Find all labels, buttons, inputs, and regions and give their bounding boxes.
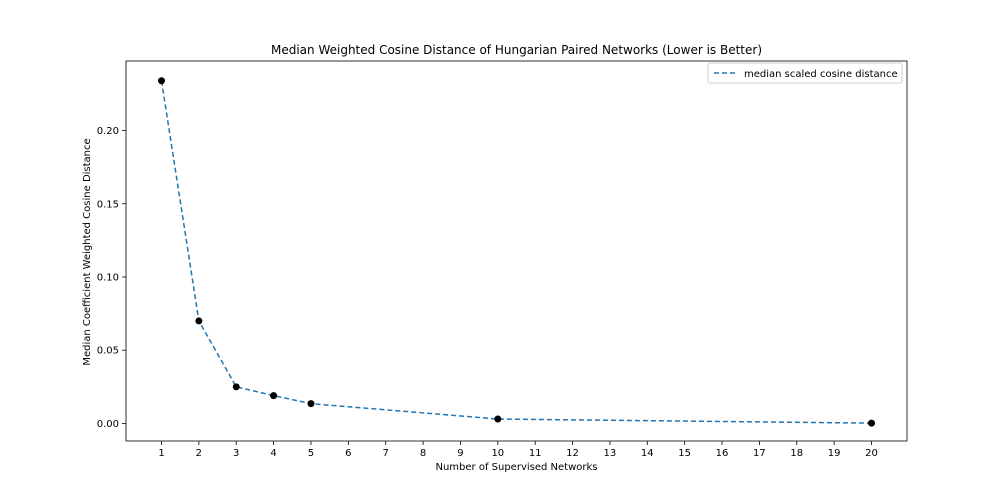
y-tick-label: 0.10 xyxy=(97,272,119,283)
series-layer xyxy=(158,77,875,427)
x-axis-ticks: 1 2 3 4 5 6 7 8 9 10 11 12 13 14 15 16 17 18 19 20 xyxy=(158,441,878,459)
legend-box xyxy=(707,62,903,84)
y-tick-label: 0.15 xyxy=(97,199,119,210)
data-point xyxy=(270,392,278,400)
axes-frame xyxy=(125,60,908,442)
x-tick-label: 14 xyxy=(641,448,654,459)
x-tick-label: 10 xyxy=(491,448,504,459)
y-tick-label: 0.20 xyxy=(97,126,119,137)
x-tick-label: 1 xyxy=(158,448,164,459)
x-tick-label: 11 xyxy=(529,448,542,459)
x-axis-label: Number of Supervised Networks xyxy=(435,462,597,473)
x-tick-label: 9 xyxy=(457,448,463,459)
data-point xyxy=(868,419,875,427)
y-axis-ticks: 0.00 0.05 0.10 0.15 0.20 xyxy=(97,126,126,430)
x-tick-label: 13 xyxy=(604,448,617,459)
x-tick-label: 5 xyxy=(308,448,314,459)
x-tick-label: 3 xyxy=(233,448,239,459)
data-point xyxy=(158,77,165,85)
x-tick-label: 18 xyxy=(790,448,803,459)
x-tick-label: 4 xyxy=(270,448,276,459)
legend: median scaled cosine distance xyxy=(707,62,903,84)
data-point xyxy=(195,317,203,325)
x-tick-label: 6 xyxy=(345,448,351,459)
chart-title: Median Weighted Cosine Distance of Hunga… xyxy=(271,43,762,57)
x-tick-label: 20 xyxy=(865,448,878,459)
data-point xyxy=(494,415,502,423)
x-tick-label: 12 xyxy=(566,448,579,459)
y-axis-label: Median Coefficient Weighted Cosine Dista… xyxy=(82,138,93,365)
x-tick-label: 17 xyxy=(753,448,766,459)
data-point xyxy=(307,400,315,408)
x-tick-label: 15 xyxy=(678,448,691,459)
x-tick-label: 2 xyxy=(196,448,202,459)
legend-label: median scaled cosine distance xyxy=(744,69,898,80)
x-tick-label: 19 xyxy=(828,448,841,459)
plot-area xyxy=(125,60,908,442)
x-tick-label: 7 xyxy=(383,448,389,459)
y-tick-label: 0.05 xyxy=(97,346,119,357)
x-tick-label: 8 xyxy=(420,448,426,459)
x-tick-label: 16 xyxy=(716,448,729,459)
y-tick-label: 0.00 xyxy=(97,419,119,430)
data-point xyxy=(232,383,240,391)
